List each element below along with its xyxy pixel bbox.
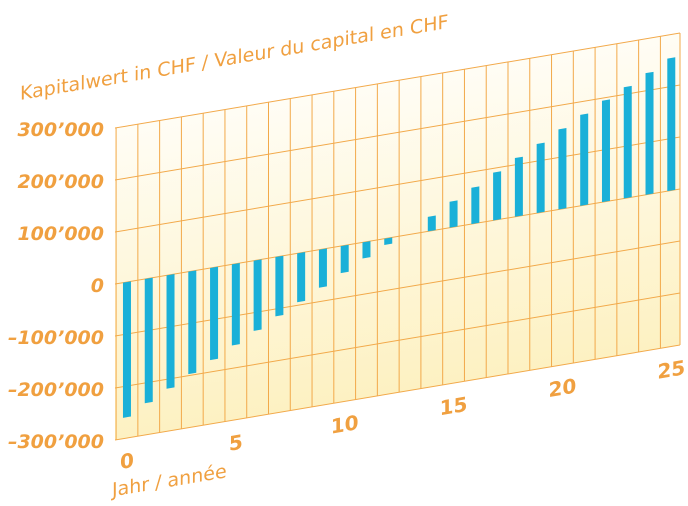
bar [275, 255, 284, 317]
y-tick-label: –300’000 [8, 431, 104, 453]
x-tick-label: 0 [120, 448, 134, 474]
bar [144, 277, 153, 404]
bar [427, 215, 436, 232]
plot-area: Kapitalwert in CHF / Valeur du capital e… [20, 10, 685, 502]
x-tick-label: 20 [549, 374, 577, 403]
bar [318, 248, 327, 288]
bar [210, 266, 219, 361]
bar [645, 71, 654, 195]
x-tick-label: 15 [440, 392, 468, 421]
grid-line [115, 344, 680, 441]
bar [471, 186, 480, 225]
bar [166, 273, 175, 389]
grid-line [115, 32, 680, 129]
bar [667, 57, 676, 192]
bar [297, 252, 306, 303]
grid-line [115, 240, 680, 337]
bar [122, 281, 131, 418]
bar [601, 99, 610, 203]
y-tick-label: 200’000 [17, 171, 104, 193]
bar [514, 156, 523, 217]
bar [231, 263, 240, 346]
bar [449, 200, 458, 228]
bar [558, 128, 567, 210]
bar [188, 270, 197, 375]
y-tick-label: –100’000 [8, 327, 104, 349]
x-tick-label: 5 [229, 430, 243, 456]
y-tick-label: –200’000 [8, 379, 104, 401]
bar [340, 244, 349, 274]
bar [493, 171, 502, 221]
y-tick-label: 100’000 [17, 223, 104, 245]
y-tick-label: 0 [91, 275, 104, 297]
bar [253, 259, 262, 331]
x-tick-label: 25 [657, 355, 685, 384]
grid-line [115, 84, 680, 181]
x-tick-label: 10 [331, 410, 359, 439]
bar [384, 237, 393, 245]
bar [362, 241, 371, 259]
bar [536, 142, 545, 214]
bar [580, 113, 589, 206]
bar [623, 85, 632, 199]
y-tick-label: 300’000 [17, 119, 104, 141]
grid-line [115, 292, 680, 389]
